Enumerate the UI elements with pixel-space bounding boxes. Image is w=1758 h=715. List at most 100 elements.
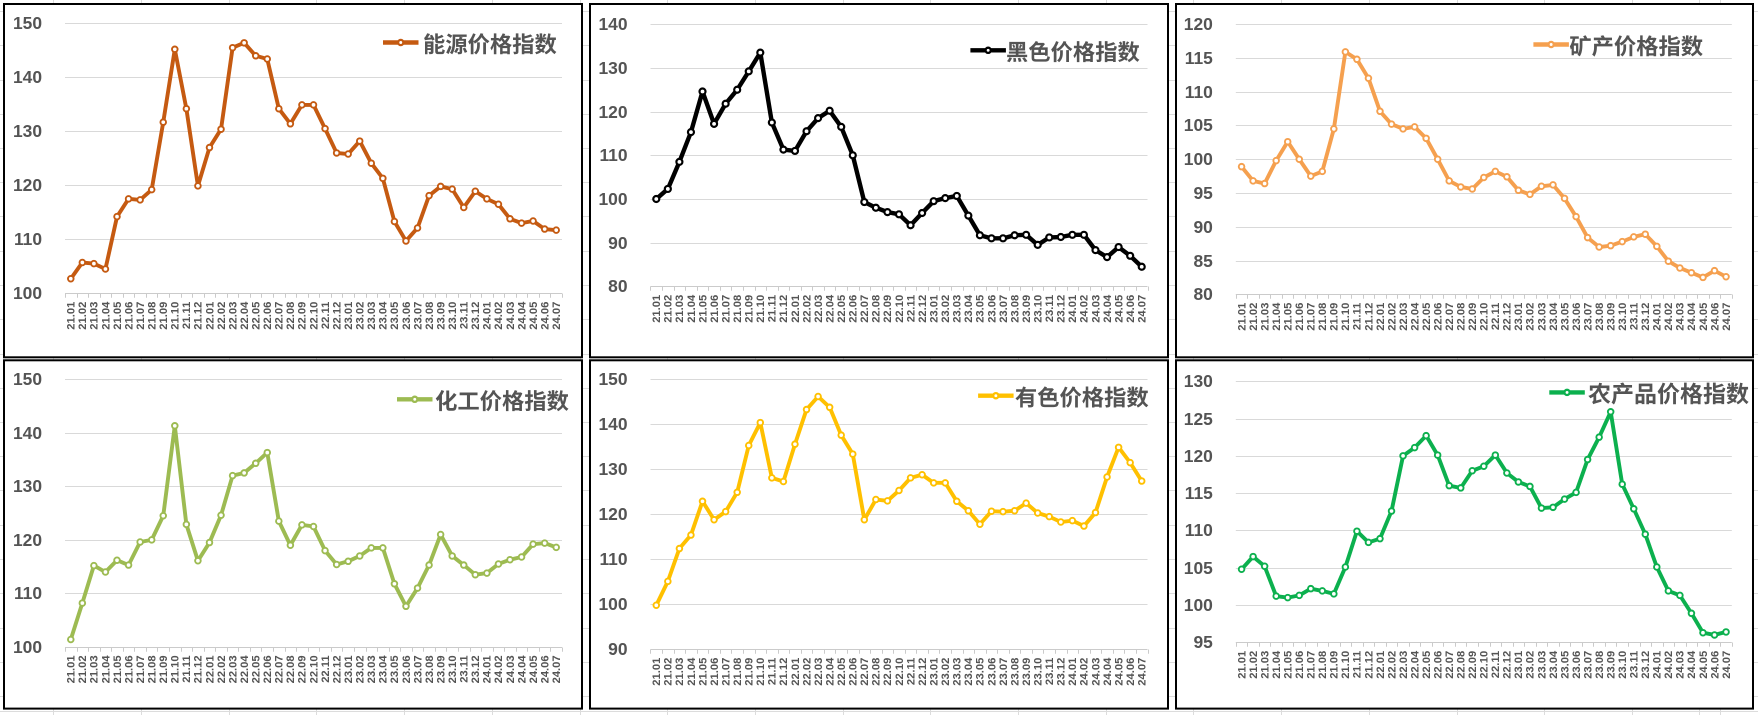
svg-text:22.01: 22.01 (790, 658, 802, 686)
svg-text:23.06: 23.06 (986, 295, 998, 323)
svg-text:22.10: 22.10 (894, 295, 906, 323)
svg-text:21.11: 21.11 (181, 655, 193, 682)
svg-text:130: 130 (598, 459, 627, 479)
svg-text:115: 115 (1185, 48, 1213, 68)
svg-text:23.05: 23.05 (389, 655, 401, 683)
svg-text:23.03: 23.03 (1536, 651, 1548, 679)
svg-text:22.09: 22.09 (882, 295, 894, 323)
svg-text:22.08: 22.08 (1456, 303, 1468, 331)
svg-text:24.01: 24.01 (1067, 295, 1079, 323)
svg-text:22.10: 22.10 (1479, 303, 1491, 331)
svg-text:24.04: 24.04 (516, 301, 528, 330)
svg-text:22.11: 22.11 (1490, 303, 1502, 330)
svg-text:21.05: 21.05 (697, 658, 709, 686)
svg-text:24.05: 24.05 (1113, 295, 1125, 323)
svg-text:21.03: 21.03 (89, 655, 101, 683)
svg-text:24.02: 24.02 (1079, 658, 1091, 686)
svg-text:21.04: 21.04 (686, 657, 698, 686)
svg-text:22.08: 22.08 (285, 302, 297, 330)
svg-text:100: 100 (13, 637, 42, 657)
svg-text:21.05: 21.05 (1283, 651, 1295, 679)
svg-text:22.09: 22.09 (297, 655, 309, 683)
svg-text:24.01: 24.01 (1067, 658, 1079, 686)
svg-text:23.07: 23.07 (412, 655, 424, 683)
svg-text:140: 140 (598, 414, 627, 434)
svg-text:23.10: 23.10 (1617, 303, 1629, 331)
svg-text:23.02: 23.02 (1525, 303, 1537, 331)
svg-text:21.05: 21.05 (112, 655, 124, 683)
svg-text:110: 110 (14, 229, 42, 249)
svg-text:23.07: 23.07 (998, 295, 1010, 323)
svg-text:90: 90 (1193, 217, 1212, 237)
svg-text:21.11: 21.11 (181, 302, 193, 329)
svg-text:24.01: 24.01 (482, 655, 494, 683)
svg-text:21.05: 21.05 (697, 295, 709, 323)
svg-text:21.11: 21.11 (767, 295, 779, 322)
svg-text:21.08: 21.08 (732, 658, 744, 686)
svg-text:150: 150 (13, 369, 42, 389)
svg-text:23.04: 23.04 (1548, 302, 1560, 331)
svg-text:23.02: 23.02 (355, 302, 367, 330)
svg-text:24.07: 24.07 (1721, 303, 1733, 331)
svg-text:22.02: 22.02 (216, 302, 228, 330)
svg-text:22.07: 22.07 (1444, 651, 1456, 679)
svg-text:23.04: 23.04 (378, 301, 390, 330)
svg-text:95: 95 (1193, 183, 1213, 203)
svg-text:21.07: 21.07 (1306, 651, 1318, 679)
svg-text:24.03: 24.03 (1090, 295, 1102, 323)
svg-text:22.05: 22.05 (251, 302, 263, 330)
svg-text:21.08: 21.08 (146, 655, 158, 683)
svg-text:150: 150 (13, 13, 42, 33)
svg-text:21.10: 21.10 (1340, 303, 1352, 331)
svg-text:22.02: 22.02 (1386, 303, 1398, 331)
svg-text:22.02: 22.02 (1386, 651, 1398, 679)
svg-text:24.03: 24.03 (505, 302, 517, 330)
svg-text:23.07: 23.07 (1582, 651, 1594, 679)
svg-text:21.12: 21.12 (1363, 651, 1375, 679)
svg-text:120: 120 (1184, 14, 1213, 34)
svg-text:21.02: 21.02 (77, 655, 89, 683)
svg-text:23.05: 23.05 (1559, 303, 1571, 331)
svg-text:21.02: 21.02 (663, 295, 675, 323)
svg-text:24.05: 24.05 (528, 302, 540, 330)
svg-text:23.10: 23.10 (1617, 651, 1629, 679)
svg-text:21.06: 21.06 (709, 658, 721, 686)
svg-text:21.09: 21.09 (744, 658, 756, 686)
svg-text:23.11: 23.11 (1629, 651, 1641, 678)
svg-text:22.05: 22.05 (251, 655, 263, 683)
svg-text:21.01: 21.01 (651, 658, 663, 686)
svg-text:23.08: 23.08 (424, 655, 436, 683)
svg-text:100: 100 (13, 283, 42, 303)
svg-text:24.06: 24.06 (1709, 303, 1721, 331)
svg-text:22.05: 22.05 (836, 658, 848, 686)
svg-text:23.11: 23.11 (459, 302, 471, 329)
svg-text:130: 130 (13, 476, 42, 496)
svg-text:22.01: 22.01 (790, 295, 802, 323)
svg-text:21.02: 21.02 (1248, 303, 1260, 331)
svg-text:21.11: 21.11 (1352, 651, 1364, 678)
svg-text:23.08: 23.08 (424, 302, 436, 330)
svg-text:24.07: 24.07 (551, 655, 563, 683)
svg-text:23.06: 23.06 (986, 658, 998, 686)
svg-text:100: 100 (1184, 149, 1213, 169)
svg-text:22.04: 22.04 (824, 657, 836, 686)
svg-text:21.04: 21.04 (1271, 302, 1283, 331)
svg-text:22.01: 22.01 (204, 655, 216, 683)
svg-text:22.04: 22.04 (824, 294, 836, 323)
svg-text:23.01: 23.01 (1513, 303, 1525, 331)
svg-text:22.08: 22.08 (285, 655, 297, 683)
svg-text:105: 105 (1184, 115, 1213, 135)
svg-text:90: 90 (608, 233, 627, 253)
svg-text:23.08: 23.08 (1594, 651, 1606, 679)
svg-text:21.08: 21.08 (1317, 651, 1329, 679)
svg-text:23.02: 23.02 (1525, 651, 1537, 679)
svg-text:23.12: 23.12 (1056, 295, 1068, 323)
svg-text:21.02: 21.02 (77, 302, 89, 330)
svg-text:22.03: 22.03 (813, 295, 825, 323)
svg-text:23.05: 23.05 (389, 302, 401, 330)
svg-text:21.10: 21.10 (755, 658, 767, 686)
svg-text:23.12: 23.12 (470, 655, 482, 683)
svg-text:140: 140 (13, 67, 42, 87)
svg-text:21.05: 21.05 (1283, 303, 1295, 331)
svg-text:21.02: 21.02 (1248, 651, 1260, 679)
